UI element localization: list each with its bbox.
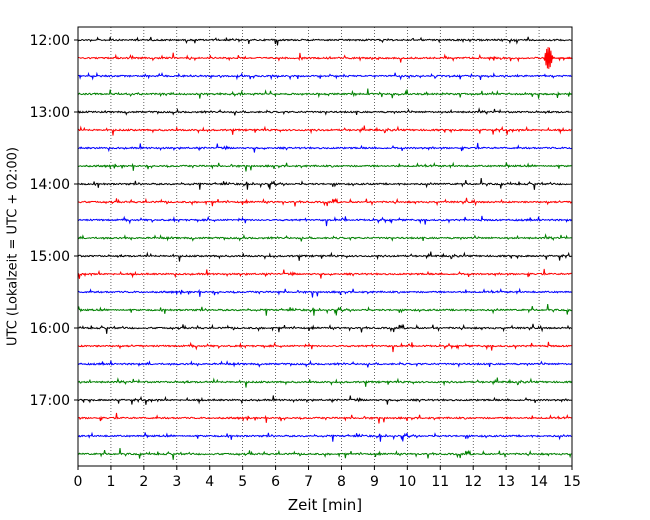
y-tick-label: 13:00 (30, 105, 70, 121)
x-tick-label: 2 (139, 474, 148, 490)
trace-1700 (77, 395, 572, 405)
x-tick-label: 11 (431, 474, 449, 490)
x-axis-label: Zeit [min] (288, 496, 362, 514)
trace-1430 (77, 215, 572, 227)
x-axis-ticks: 0 1 2 3 4 5 6 7 8 9 10 11 12 13 14 15 (74, 466, 581, 490)
x-tick-label: 3 (172, 474, 181, 490)
x-tick-label: 7 (304, 474, 313, 490)
seismic-traces (77, 36, 574, 460)
y-tick-label: 15:00 (30, 249, 70, 265)
trace-1300 (77, 107, 572, 116)
trace-1630 (77, 359, 572, 368)
x-tick-label: 8 (337, 474, 346, 490)
trace-1445 (77, 233, 572, 242)
trace-1500 (77, 251, 572, 262)
trace-1215 (77, 47, 574, 69)
trace-1415 (77, 197, 572, 207)
x-tick-label: 9 (370, 474, 379, 490)
trace-1315 (77, 125, 572, 136)
vertical-grid (110, 27, 540, 466)
y-tick-label: 17:00 (30, 393, 70, 409)
x-tick-label: 14 (530, 474, 548, 490)
trace-1530 (77, 287, 572, 298)
trace-1230 (77, 71, 572, 81)
trace-1245 (78, 88, 572, 99)
y-axis-label: UTC (Lokalzeit = UTC + 02:00) (6, 147, 21, 346)
x-tick-label: 6 (271, 474, 280, 490)
x-tick-label: 4 (205, 474, 214, 490)
trace-1645 (77, 377, 572, 388)
trace-1515 (78, 268, 572, 279)
trace-1745 (77, 448, 572, 460)
y-axis-ticks: 12:00 13:00 14:00 15:00 16:00 17:00 (30, 33, 78, 409)
x-tick-label: 0 (74, 474, 83, 490)
y-tick-label: 16:00 (30, 321, 70, 337)
trace-1545 (77, 304, 572, 316)
y-tick-label: 14:00 (30, 177, 70, 193)
trace-1715 (78, 412, 572, 424)
x-tick-label: 10 (398, 474, 416, 490)
x-tick-label: 15 (563, 474, 581, 490)
trace-1400 (77, 178, 572, 190)
y-tick-label: 12:00 (30, 33, 70, 49)
trace-1200 (77, 36, 572, 46)
x-tick-label: 5 (238, 474, 247, 490)
trace-1730 (77, 431, 572, 442)
plot-frame (77, 26, 573, 467)
trace-1615 (77, 341, 572, 353)
trace-1345 (77, 161, 572, 172)
trace-1330 (78, 142, 572, 153)
x-tick-label: 13 (497, 474, 515, 490)
trace-1600 (77, 323, 572, 334)
x-tick-label: 12 (464, 474, 482, 490)
x-tick-label: 1 (106, 474, 115, 490)
